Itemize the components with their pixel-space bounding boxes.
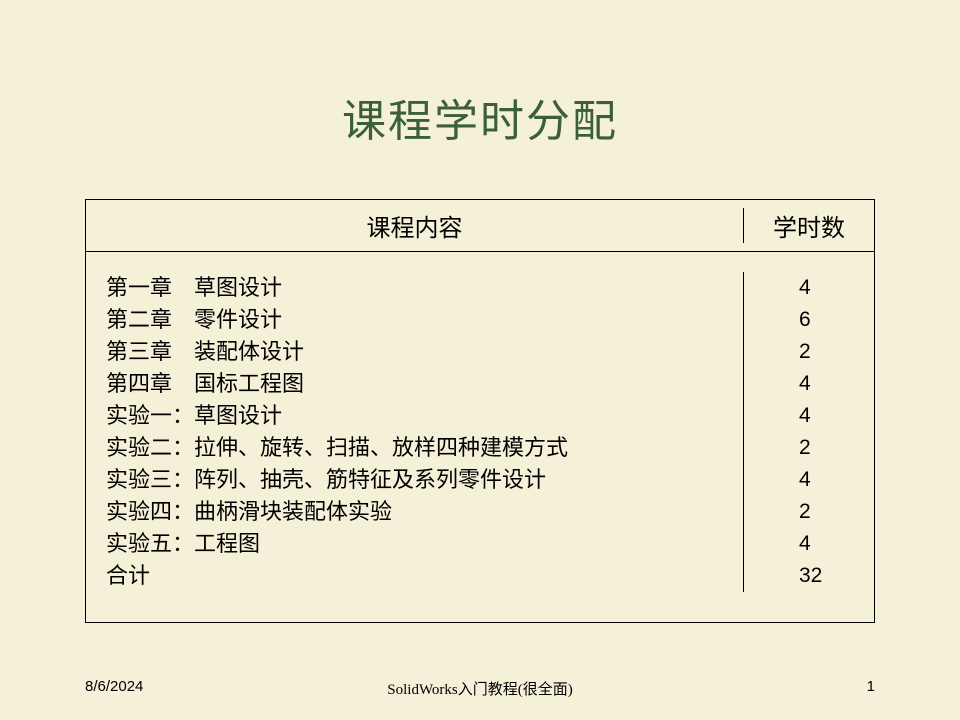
table-row: 第三章 装配体设计 <box>106 336 743 368</box>
table-row: 实验四：曲柄滑块装配体实验 <box>106 496 743 528</box>
table-row: 实验二：拉伸、旋转、扫描、放样四种建模方式 <box>106 432 743 464</box>
table-row: 第一章 草图设计 <box>106 272 743 304</box>
footer-date: 8/6/2024 <box>85 678 143 695</box>
hours-value: 6 <box>744 304 874 336</box>
hours-value: 32 <box>744 560 874 592</box>
hours-value: 2 <box>744 336 874 368</box>
table-row: 实验一：草图设计 <box>106 400 743 432</box>
hours-value: 4 <box>744 400 874 432</box>
table-row: 第二章 零件设计 <box>106 304 743 336</box>
slide-container: 课程学时分配 课程内容 学时数 第一章 草图设计 第二章 零件设计 第三章 装配… <box>0 0 960 720</box>
schedule-table: 课程内容 学时数 第一章 草图设计 第二章 零件设计 第三章 装配体设计 第四章… <box>85 199 875 623</box>
hours-column: 4 6 2 4 4 2 4 2 4 32 <box>744 272 874 592</box>
footer-page-number: 1 <box>867 678 875 695</box>
table-row: 实验三：阵列、抽壳、筋特征及系列零件设计 <box>106 464 743 496</box>
header-hours-label: 学时数 <box>744 208 874 243</box>
hours-value: 4 <box>744 368 874 400</box>
hours-value: 4 <box>744 272 874 304</box>
header-content-label: 课程内容 <box>86 208 744 243</box>
hours-value: 4 <box>744 464 874 496</box>
table-row: 第四章 国标工程图 <box>106 368 743 400</box>
hours-value: 2 <box>744 496 874 528</box>
table-row: 合计 <box>106 560 743 592</box>
content-column: 第一章 草图设计 第二章 零件设计 第三章 装配体设计 第四章 国标工程图 实验… <box>86 272 744 592</box>
slide-footer: 8/6/2024 SolidWorks入门教程(很全面) 1 <box>0 678 960 695</box>
hours-value: 2 <box>744 432 874 464</box>
hours-value: 4 <box>744 528 874 560</box>
footer-title: SolidWorks入门教程(很全面) <box>387 678 572 699</box>
slide-title: 课程学时分配 <box>80 85 880 149</box>
table-header-row: 课程内容 学时数 <box>86 200 874 252</box>
table-row: 实验五：工程图 <box>106 528 743 560</box>
table-body: 第一章 草图设计 第二章 零件设计 第三章 装配体设计 第四章 国标工程图 实验… <box>86 252 874 622</box>
